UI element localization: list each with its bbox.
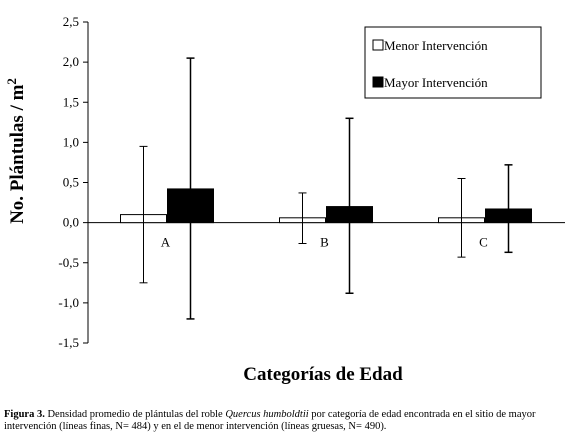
legend-box [364, 26, 542, 99]
legend-swatch-menor [372, 39, 384, 51]
y-tick-label: 0,5 [63, 175, 79, 190]
y-tick-label: 2,5 [63, 14, 79, 29]
caption-species: Quercus humboldtii [225, 409, 309, 420]
y-tick-label: -1,5 [58, 335, 79, 350]
plot-area: 2,5 2,0 1,5 1,0 0,5 0,0 -0,5 -1,0 -1,5 A B C [58, 14, 565, 350]
caption-text-2: por categoría de edad encontrada en el s… [4, 409, 536, 432]
x-axis-label: Categorías de Edad [243, 364, 403, 385]
y-tick-label: -1,0 [58, 295, 79, 310]
category-label-B: B [320, 235, 329, 250]
y-tick-label: -0,5 [58, 255, 79, 270]
legend-label-mayor: Mayor Intervención [384, 75, 488, 90]
caption-text-1: Densidad promedio de plántulas del roble [44, 409, 226, 420]
legend-swatch-mayor [372, 76, 384, 88]
legend: Menor Intervención Mayor Intervención [364, 26, 542, 99]
caption-label: Figura 3. [4, 409, 45, 420]
legend-label-menor: Menor Intervención [384, 38, 488, 53]
y-tick-label: 2,0 [63, 54, 79, 69]
figure-caption: Figura 3. Densidad promedio de plántulas… [4, 409, 578, 433]
y-tick-label: 1,0 [63, 134, 79, 149]
y-axis-label: No. Plántulas / m2 [4, 78, 28, 224]
category-label-A: A [161, 235, 171, 250]
y-tick-label: 0,0 [63, 215, 79, 230]
y-tick-label: 1,5 [63, 94, 79, 109]
category-label-C: C [479, 235, 488, 250]
bar-chart: 2,5 2,0 1,5 1,0 0,5 0,0 -0,5 -1,0 -1,5 A B C No. Pl… [4, 14, 565, 385]
